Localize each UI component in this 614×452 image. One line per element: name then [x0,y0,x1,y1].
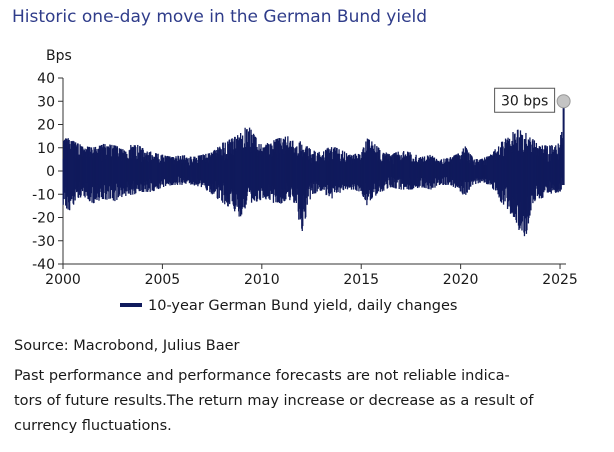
y-tick-label: 40 [37,71,55,87]
x-tick-label: 2005 [145,272,181,288]
legend-swatch [120,303,142,307]
disclaimer-line: currency fluctuations. [14,418,172,434]
y-axis-label: Bps [46,48,72,64]
x-tick-label: 2025 [542,272,578,288]
annotation: 30 bps [494,87,571,113]
chart-title: Historic one-day move in the German Bund… [12,7,428,27]
disclaimer: Past performance and performance forecas… [14,364,606,439]
x-tick-label: 2020 [443,272,479,288]
annotation-marker [556,94,571,109]
y-tick-label: -20 [32,211,55,227]
disclaimer-line: Past performance and performance forecas… [14,368,510,384]
y-tick-label: -10 [32,187,55,203]
disclaimer-line: tors of future results.The return may in… [14,393,534,409]
annotation-label: 30 bps [501,93,548,109]
daily-change-bars [62,101,565,237]
y-tick-label: -40 [32,257,55,273]
y-tick-label: 20 [37,118,55,134]
y-tick-label: -30 [32,234,55,250]
x-tick-label: 2000 [45,272,81,288]
y-tick-label: 30 [37,94,55,110]
x-tick-label: 2015 [343,272,379,288]
y-tick-label: 0 [46,164,55,180]
legend-label: 10-year German Bund yield, daily changes [148,298,458,314]
x-axis: 2000 2005 2010 2015 2020 2025 [45,263,578,288]
annotation-box [494,87,556,113]
x-tick-label: 2010 [244,272,280,288]
y-axis: 40 30 20 10 0 -10 -20 -30 -40 [32,71,64,273]
y-tick-label: 10 [37,141,55,157]
source-note: Source: Macrobond, Julius Baer [14,338,240,354]
legend: 10-year German Bund yield, daily changes [120,298,457,314]
